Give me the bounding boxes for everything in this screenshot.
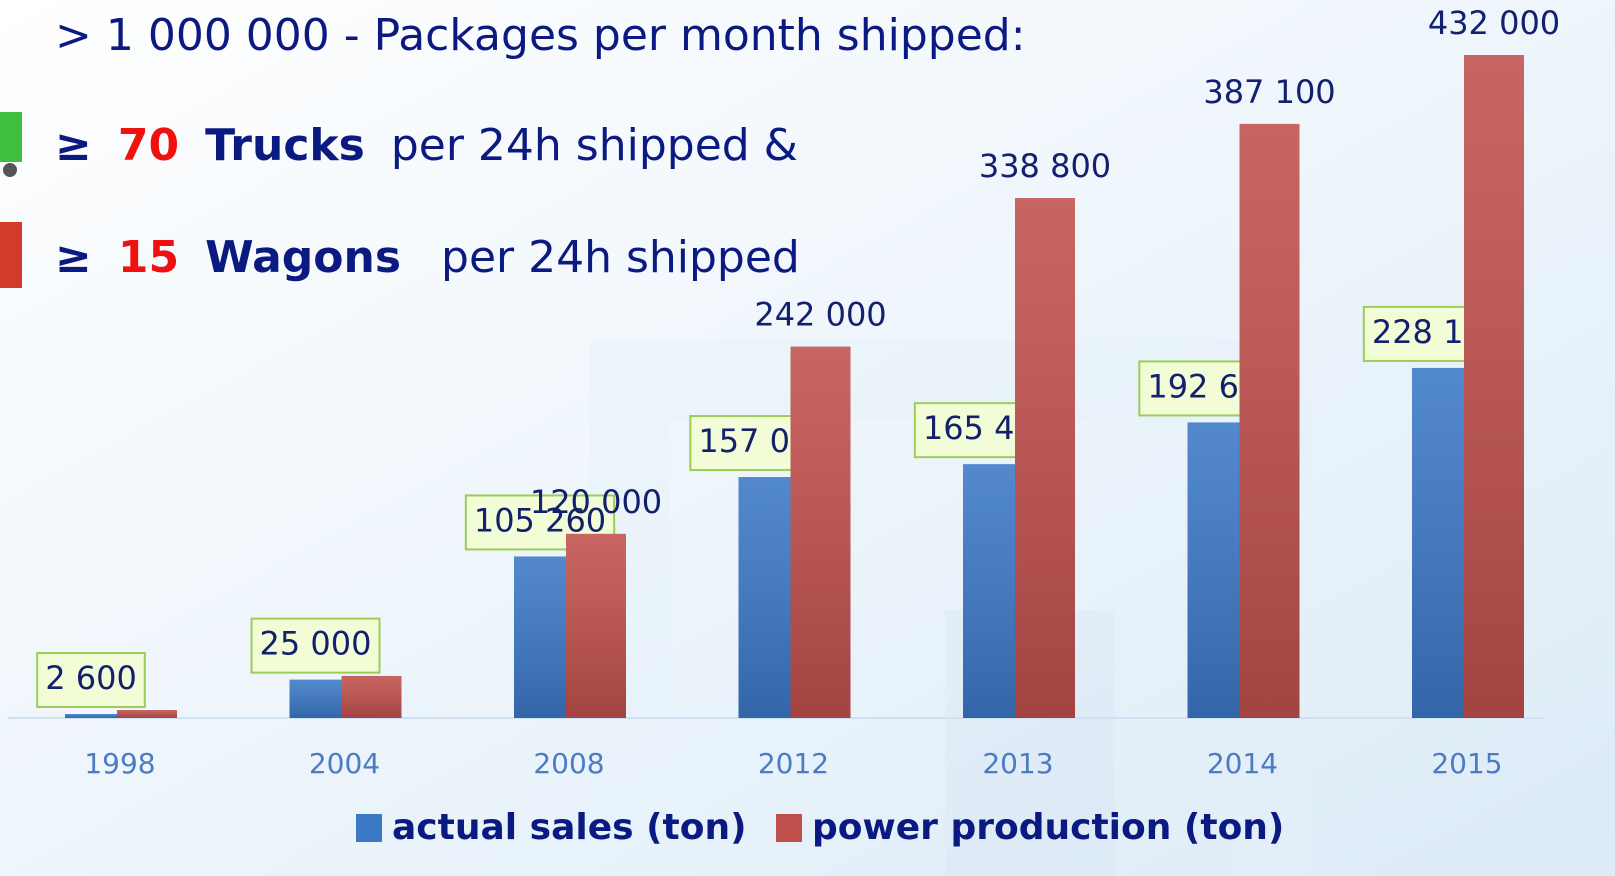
number: 15 xyxy=(118,232,179,283)
data-label-box: 25 000 xyxy=(250,617,381,674)
header-line: > 1 000 000 - Packages per month shipped… xyxy=(55,10,1026,61)
data-label-box: 2 600 xyxy=(36,652,146,709)
data-label: 338 800 xyxy=(979,147,1111,185)
legend-label: actual sales (ton) xyxy=(392,807,747,848)
symbol: ≥ xyxy=(55,120,92,171)
bar-shade xyxy=(1464,55,1524,718)
data-label: 387 100 xyxy=(1203,73,1335,111)
data-label: 2 600 xyxy=(45,659,137,697)
data-label: 120 000 xyxy=(530,483,662,521)
bar-shade xyxy=(1412,367,1464,718)
x-tick-label: 2012 xyxy=(758,747,829,780)
rest: per 24h shipped & xyxy=(391,120,798,171)
bar-shade xyxy=(341,675,402,718)
bar-shade xyxy=(514,556,566,718)
x-tick-label: 1998 xyxy=(84,747,155,780)
legend-swatch xyxy=(356,814,382,842)
truck-icon xyxy=(0,112,22,177)
x-tick-label: 2004 xyxy=(309,747,380,780)
bar-shade xyxy=(1015,198,1075,718)
rest: per 24h shipped xyxy=(441,232,800,283)
bar-shade xyxy=(790,346,851,718)
x-tick-label: 2008 xyxy=(533,747,604,780)
data-label: 25 000 xyxy=(260,625,372,663)
legend-swatch xyxy=(776,814,802,842)
bar-shade xyxy=(963,464,1015,718)
data-label: 105 260 xyxy=(474,501,606,539)
x-tick-label: 2013 xyxy=(982,747,1053,780)
unit: Trucks xyxy=(205,120,365,171)
unit: Wagons xyxy=(205,232,401,283)
bar-shade xyxy=(566,533,626,718)
symbol: ≥ xyxy=(55,232,92,283)
x-tick-label: 2014 xyxy=(1207,747,1278,780)
bar-shade xyxy=(289,679,342,718)
bar-shade xyxy=(117,710,177,718)
header-line: ≥ 15 Wagons per 24h shipped xyxy=(55,232,800,283)
legend-label: power production (ton) xyxy=(812,807,1284,848)
data-label: 242 000 xyxy=(754,296,886,334)
bar-shade xyxy=(65,714,117,718)
label-box xyxy=(250,617,381,674)
number: 70 xyxy=(118,120,179,171)
label-box xyxy=(36,652,146,709)
wagon-icon xyxy=(0,222,22,288)
bar-shade xyxy=(738,477,791,718)
bar-shade xyxy=(1187,422,1240,718)
x-tick-label: 2015 xyxy=(1431,747,1502,780)
bar-shade xyxy=(1239,123,1300,718)
header-line: ≥ 70 Trucks per 24h shipped & xyxy=(55,120,798,171)
data-label: 432 000 xyxy=(1428,4,1560,42)
